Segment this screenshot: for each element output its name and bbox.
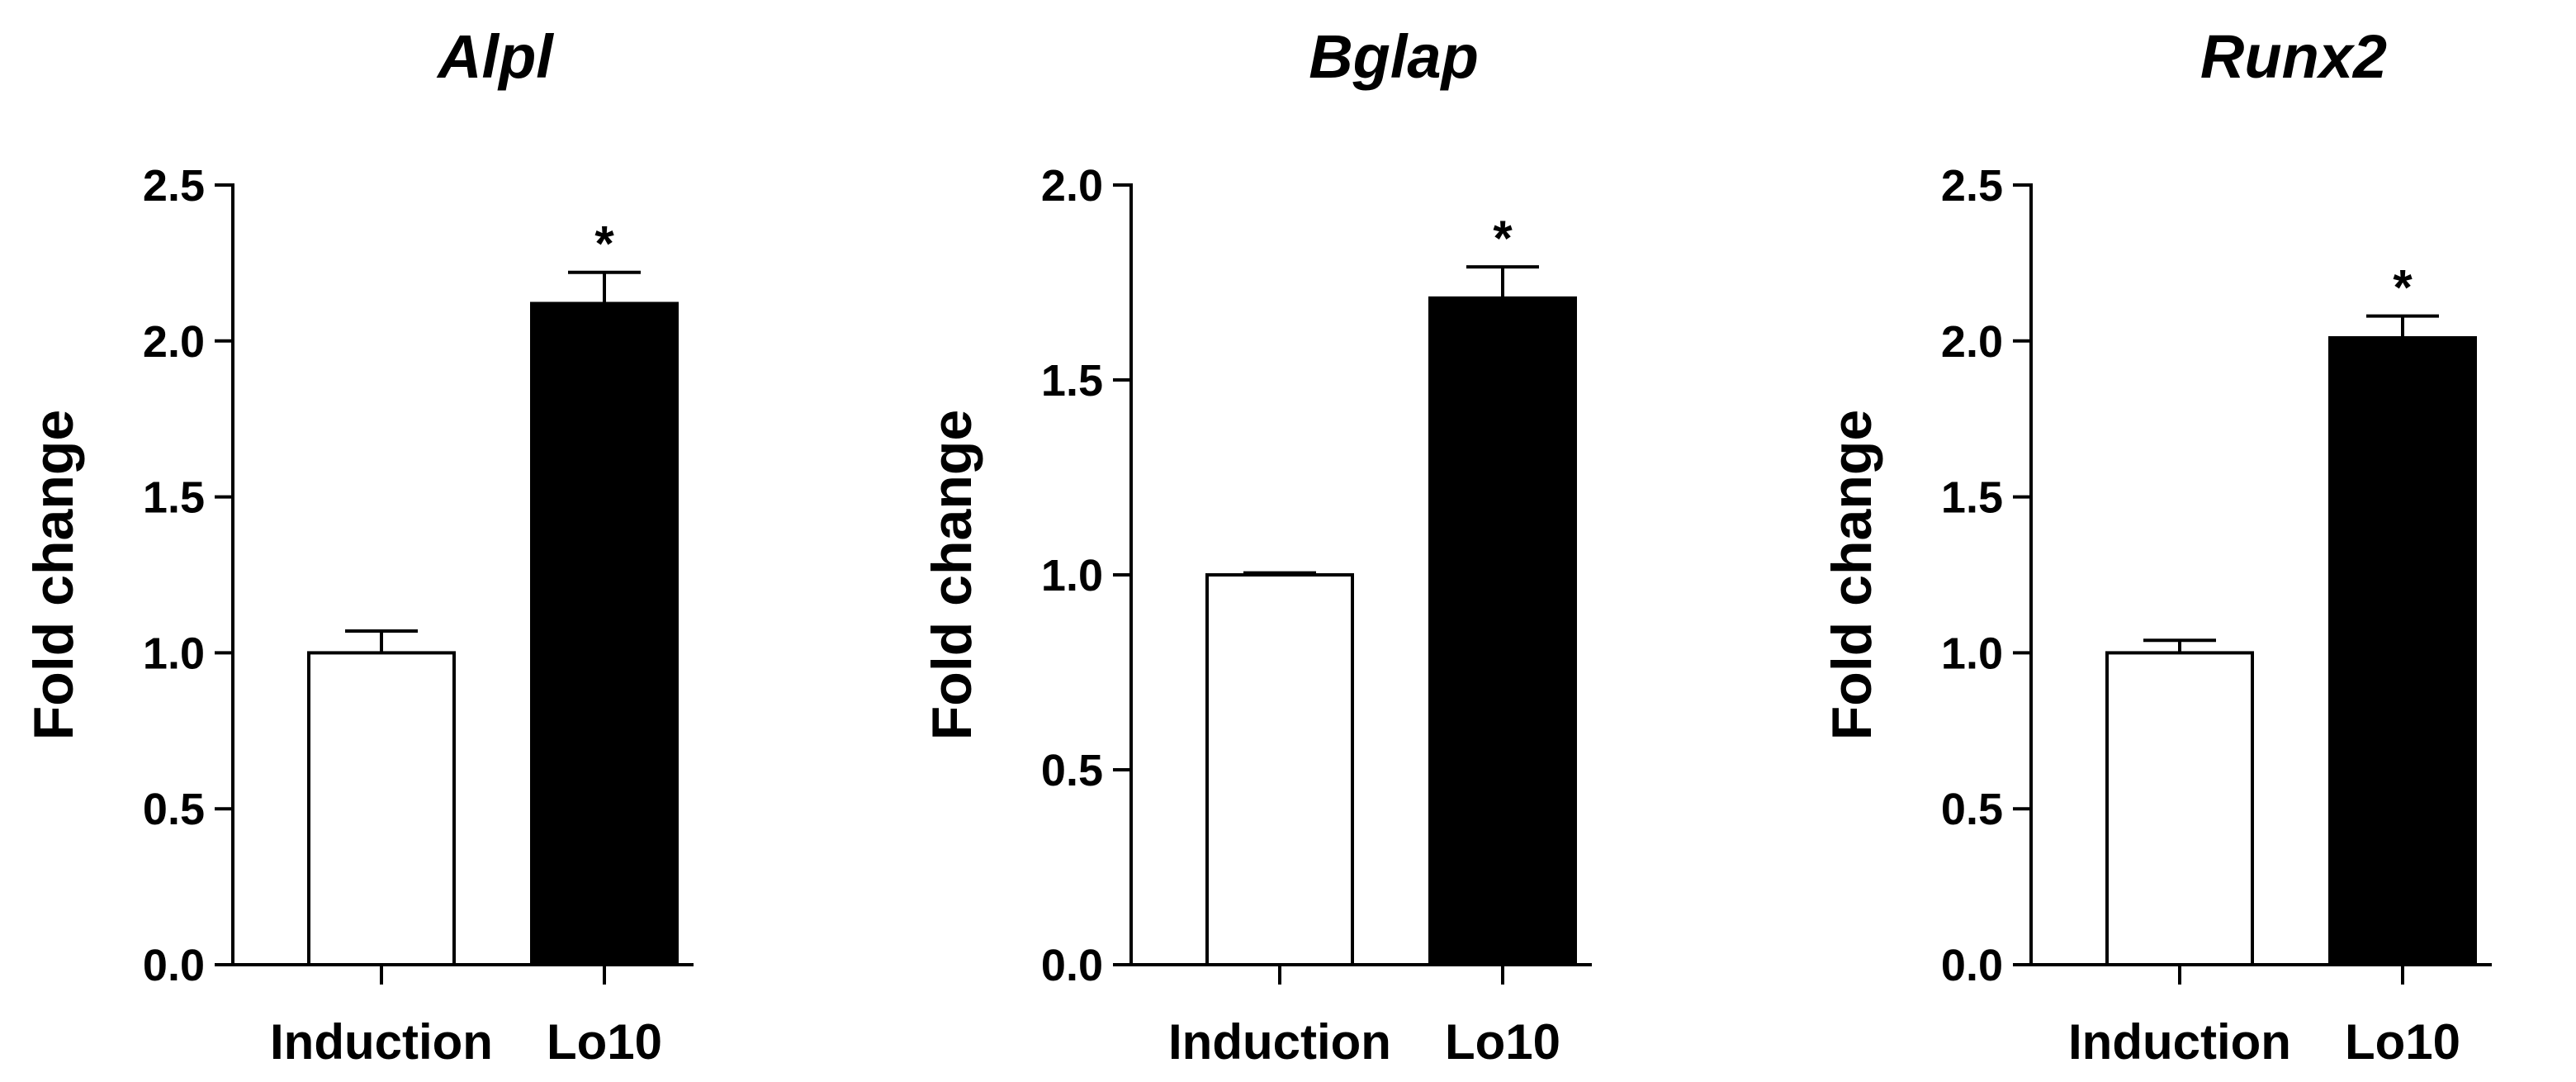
y-tick-label: 1.0 [1041, 551, 1103, 600]
y-tick-label: 1.0 [143, 629, 205, 678]
y-tick-label: 0.5 [1041, 746, 1103, 795]
x-tick-label: Induction [1168, 1014, 1391, 1070]
bar-induction [307, 651, 456, 967]
x-tick-label: Induction [270, 1014, 493, 1070]
significance-marker: * [594, 216, 614, 272]
chart-panel-runx2: Runx2 Fold change 0.0 0.5 1.0 1.5 2.0 2.5 Induct… [1821, 22, 2492, 1070]
y-axis-label: Fold change [921, 410, 983, 740]
chart-title: Bglap [1309, 22, 1479, 91]
x-tick-label: Lo10 [2345, 1014, 2460, 1070]
y-tick-label: 1.0 [1941, 629, 2003, 678]
chart-title: Runx2 [2200, 22, 2387, 91]
bar-induction [2105, 651, 2254, 967]
y-tick-label: 1.5 [1041, 356, 1103, 406]
bar-lo10 [2328, 336, 2477, 966]
y-axis-label: Fold change [22, 410, 85, 740]
chart-panel-bglap: Bglap Fold change 0.0 0.5 1.0 1.5 2.0 Induction… [921, 22, 1592, 1070]
bar-lo10 [530, 301, 679, 967]
bar-lo10 [1428, 296, 1577, 966]
y-tick-label: 1.5 [143, 473, 205, 523]
y-tick-label: 2.0 [1941, 317, 2003, 367]
significance-marker: * [1493, 211, 1513, 266]
y-tick-label: 2.5 [143, 161, 205, 211]
chart-panel-alpl: Alpl Fold change 0.0 0.5 1.0 1.5 2.0 2.5 Inducti… [22, 22, 694, 1070]
x-tick-label: Lo10 [1445, 1014, 1560, 1070]
y-tick-label: 0.0 [1941, 941, 2003, 990]
y-tick-label: 0.0 [143, 941, 205, 990]
y-tick-label: 0.0 [1041, 941, 1103, 990]
x-tick-label: Lo10 [547, 1014, 662, 1070]
chart-title: Alpl [436, 22, 554, 91]
y-axis-label: Fold change [1821, 410, 1883, 740]
y-tick-label: 0.5 [143, 785, 205, 834]
y-tick-label: 2.5 [1941, 161, 2003, 211]
y-tick-label: 2.0 [143, 317, 205, 367]
bar-induction [1205, 573, 1354, 966]
y-tick-label: 2.0 [1041, 161, 1103, 211]
significance-marker: * [2393, 260, 2413, 316]
y-tick-label: 1.5 [1941, 473, 2003, 523]
x-tick-label: Induction [2068, 1014, 2291, 1070]
y-tick-label: 0.5 [1941, 785, 2003, 834]
